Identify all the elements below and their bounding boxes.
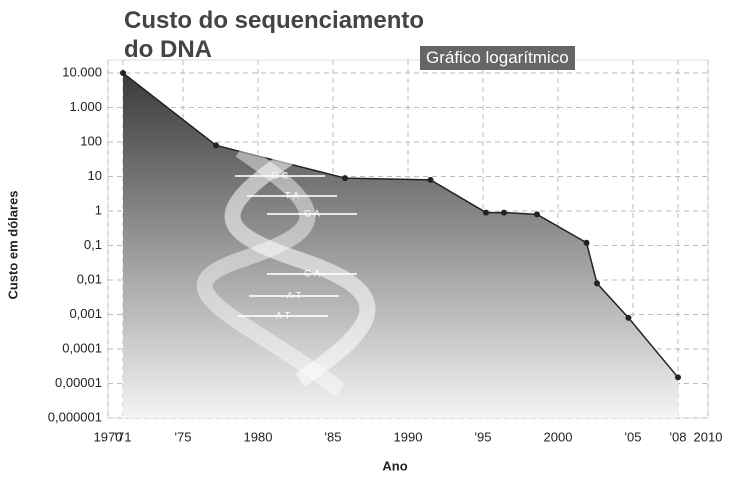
y-tick-label: 0,001	[69, 306, 102, 321]
annotation: Gráfico logarítmico	[420, 46, 575, 70]
y-tick-label: 100	[80, 133, 102, 148]
x-tick-label: '08	[670, 429, 687, 444]
point	[626, 315, 632, 321]
dna-label: A-T	[276, 310, 291, 320]
point	[501, 210, 507, 216]
point	[483, 210, 489, 216]
y-tick-label: 0,1	[84, 237, 102, 252]
point	[584, 240, 590, 246]
dna-label: A-T	[287, 290, 302, 300]
x-tick-label: '75	[175, 429, 192, 444]
chart: G-CT-AG-AG-AA-TA-T Custo em dólares Ano …	[0, 0, 747, 479]
x-tick-label: '85	[325, 429, 342, 444]
x-tick-label: '05	[625, 429, 642, 444]
y-tick-label: 10	[88, 168, 102, 183]
x-tick-label: 2000	[544, 429, 573, 444]
y-tick-label: 1.000	[69, 99, 102, 114]
x-tick-label: 2010	[694, 429, 723, 444]
y-axis-label: Custo em dólares	[5, 190, 20, 299]
x-tick-label: 1980	[244, 429, 273, 444]
x-tick-label: '71	[115, 429, 132, 444]
dna-label: G-A	[304, 208, 320, 218]
dna-label: G-C	[272, 170, 289, 180]
y-tick-label: 0,000001	[48, 409, 102, 424]
point	[342, 175, 348, 181]
dna-label: T-A	[285, 190, 299, 200]
point	[675, 374, 681, 380]
point	[120, 70, 126, 76]
y-tick-label: 0,0001	[62, 340, 102, 355]
chart-title: Custo do sequenciamento do DNA	[124, 6, 454, 64]
y-tick-label: 1	[95, 202, 102, 217]
point	[428, 177, 434, 183]
x-axis-label: Ano	[382, 458, 407, 473]
point	[594, 280, 600, 286]
y-tick-label: 0,00001	[55, 375, 102, 390]
y-tick-label: 0,01	[77, 271, 102, 286]
y-tick-label: 10.000	[62, 64, 102, 79]
dna-label: G-A	[304, 268, 320, 278]
point	[534, 211, 540, 217]
page: G-CT-AG-AG-AA-TA-T Custo em dólares Ano …	[0, 0, 747, 479]
x-tick-label: 1990	[394, 429, 423, 444]
x-tick-label: '95	[475, 429, 492, 444]
point	[213, 142, 219, 148]
